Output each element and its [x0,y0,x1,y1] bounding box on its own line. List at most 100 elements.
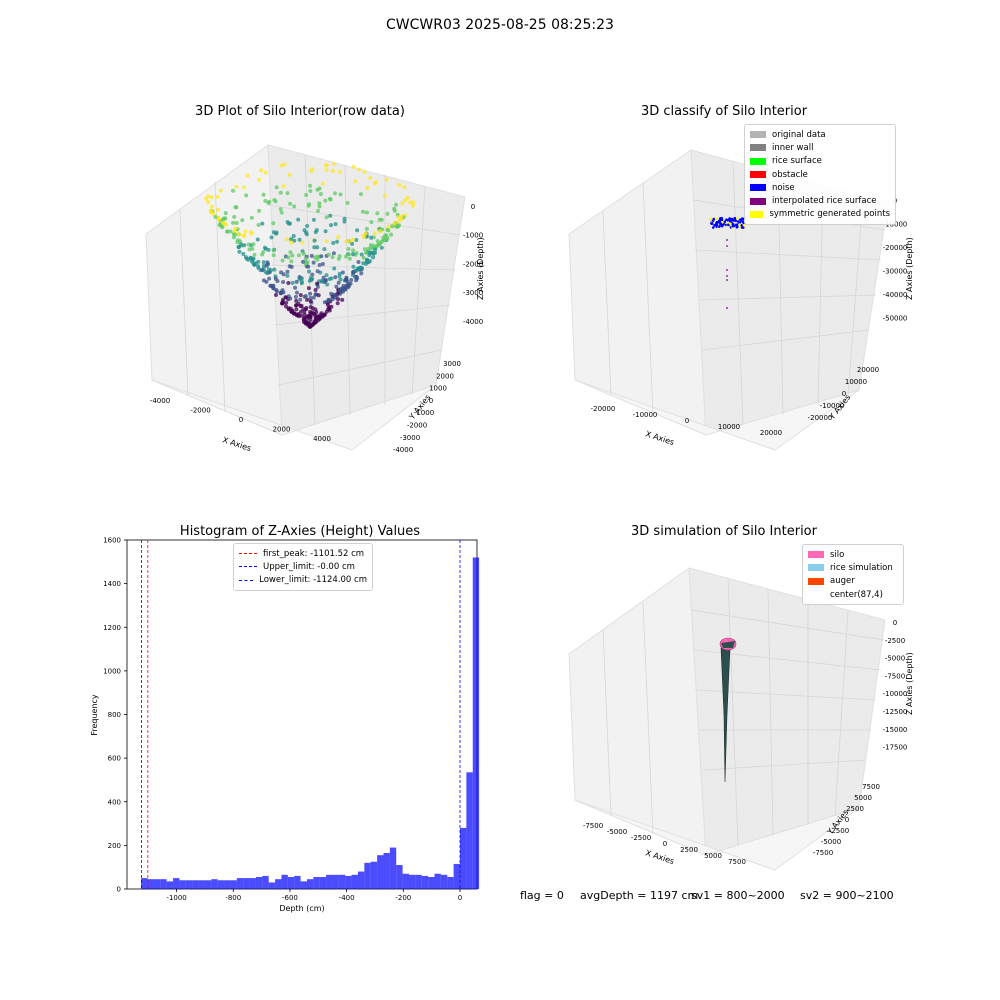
raw-point [334,284,339,289]
raw-plot-title: 3D Plot of Silo Interior(row data) [195,104,405,119]
raw-point [317,201,322,206]
classify-point [709,217,713,221]
histogram-bar [141,878,148,889]
histogram-y-tick-label: 0 [117,886,121,894]
classify-z-tick-label: -10000 [883,221,908,229]
raw-point [316,293,321,298]
raw-point [314,316,318,321]
legend-swatch [750,184,766,192]
raw-point [385,235,390,240]
raw-point [289,309,294,314]
raw-point [322,247,327,252]
raw-point [286,255,291,260]
raw-point [252,252,257,257]
raw-point [296,217,301,222]
raw-point [353,274,358,279]
raw-y-tick-label: -2000 [407,422,427,430]
raw-point [284,237,289,242]
raw-point [312,238,317,243]
raw-point [259,168,264,173]
legend-item: original data [750,128,890,141]
raw-point [285,220,290,224]
simulation-z-tick-label: -15000 [883,726,908,734]
histogram-y-tick-label: 1600 [103,537,121,545]
raw-point [249,231,254,236]
simulation-z-tick-label: -10000 [883,690,908,698]
raw-point [280,258,285,263]
raw-point [294,279,299,284]
raw-point [324,278,328,283]
raw-point [351,237,355,242]
raw-point [278,207,283,212]
figure-title: CWCWR03 2025-08-25 08:25:23 [386,17,614,33]
histogram-y-tick-label: 400 [108,798,121,806]
histogram-title: Histogram of Z-Axies (Height) Values [179,524,421,539]
raw-point [344,278,349,282]
raw-point [326,298,331,303]
simulation-z-tick-label: 0 [893,619,897,627]
raw-point [307,269,311,274]
legend-swatch [808,564,824,572]
raw-point [303,257,308,261]
classify-point [712,226,715,229]
raw-point [327,277,332,281]
histogram-bar [275,879,282,889]
raw-point [289,240,294,245]
raw-z-label: Z Axies (Depth) [476,237,485,300]
raw-point [279,210,284,215]
raw-point [273,276,278,281]
histogram-y-label: Frequency [90,694,99,736]
histogram-bar [249,878,256,889]
classify-x-tick-label: -10000 [633,411,658,419]
classify-z-label: Z Axies (Depth) [905,237,914,300]
raw-point [289,259,294,264]
simulation-z-tick-label: -7500 [885,672,905,680]
raw-point [343,287,348,292]
raw-point [319,311,324,316]
rice-simulation-top [721,641,735,648]
histogram-bar [447,877,454,889]
histogram-x-tick-label: -200 [395,894,411,902]
raw-point [336,297,341,302]
raw-point [209,195,214,200]
raw-point [242,233,247,238]
raw-point [373,180,378,185]
raw-point [356,260,361,264]
classify-y-ticks: 20000 10000 0 -10000 -20000 [808,366,880,422]
histogram-bar [396,865,403,889]
raw-point [305,297,310,302]
classify-x-tick-label: 10000 [718,423,740,431]
histogram-bar [472,557,480,889]
raw-point [338,192,343,197]
raw-point [308,291,313,296]
simulation-y-ticks: 7500 5000 2500 0 -2500 -5000 -7500 [813,783,880,857]
raw-point [300,280,304,284]
legend-swatch [239,566,257,568]
raw-point [389,232,394,237]
raw-point [237,244,241,249]
raw-point [304,193,309,197]
raw-point [267,267,271,272]
histogram-y-tick-label: 1200 [103,624,121,632]
legend-swatch [808,551,824,559]
raw-point [300,240,305,245]
raw-point [233,205,238,210]
raw-point [285,191,290,196]
raw-point [307,202,312,207]
legend-item: silo [808,548,898,561]
raw-point [223,211,228,216]
raw-point [336,256,341,261]
raw-z-ticks: 0 -1000 -2000 -3000 -4000 [463,203,483,326]
raw-point [351,248,356,253]
raw-point [264,263,269,268]
raw-point [213,215,218,219]
raw-point [261,250,266,254]
raw-point [350,241,355,246]
raw-point [363,231,368,236]
legend-label: original data [772,129,826,140]
classify-z-tick-label: -30000 [883,268,908,276]
histogram-x-label: Depth (cm) [279,904,324,913]
simulation-x-tick-label: 5000 [704,852,722,860]
simulation-y-tick-label: 2500 [846,805,864,813]
raw-point [373,247,378,252]
